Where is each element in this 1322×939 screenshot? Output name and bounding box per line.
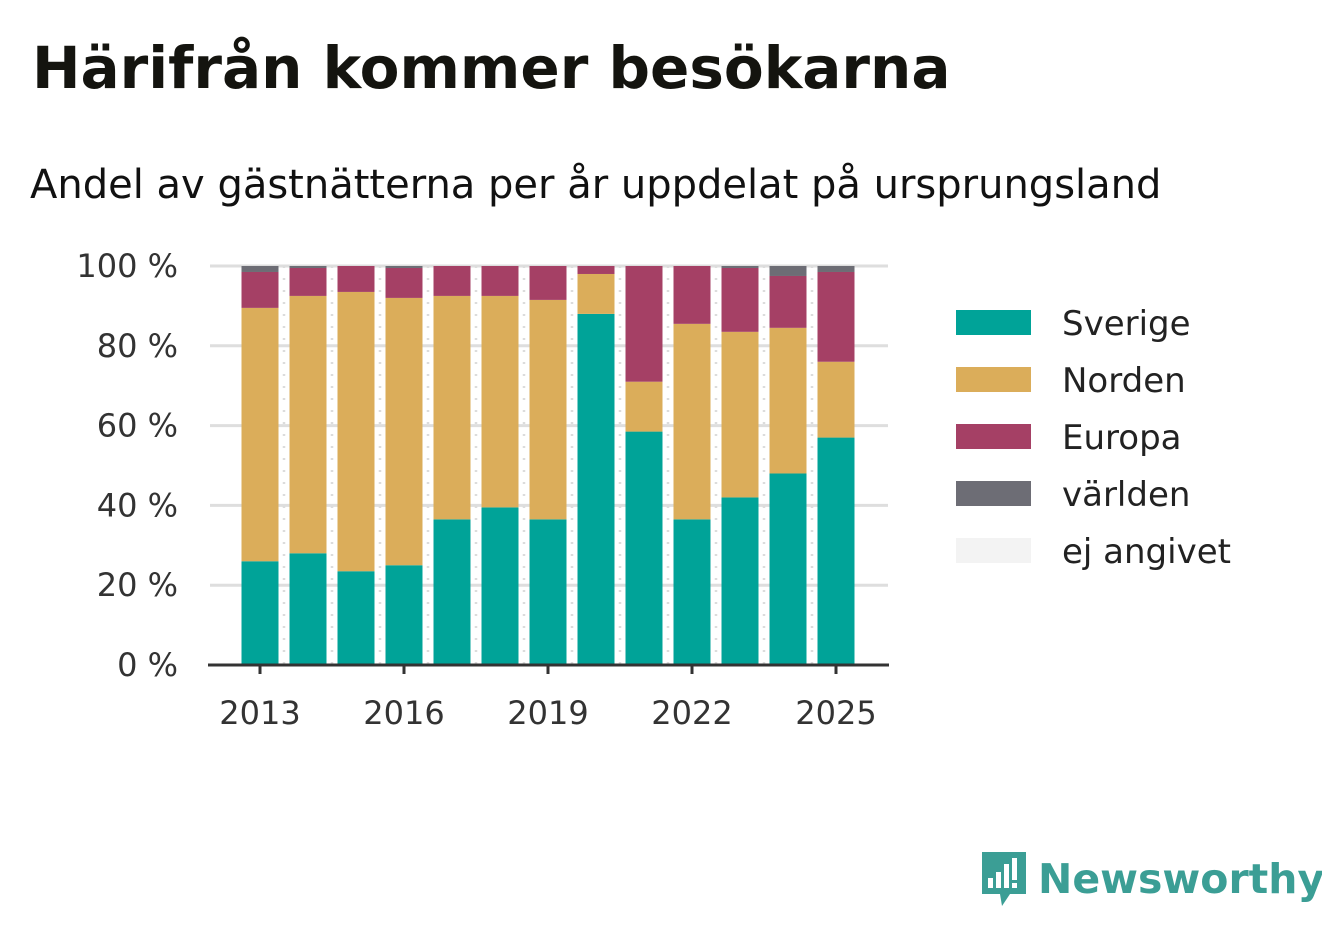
bar-segment-sverige-2023: [721, 497, 759, 665]
bar-segment-europa-2020: [577, 266, 615, 274]
bar-segment-norden-2018: [481, 295, 519, 508]
bar-segment-europa-2021: [625, 266, 663, 382]
y-tick-label: 20 %: [97, 566, 178, 604]
legend-swatch: [956, 310, 1031, 335]
x-tick-label: 2025: [795, 694, 876, 732]
y-tick-label: 60 %: [97, 407, 178, 445]
bar-segment-världen-2024: [769, 266, 807, 276]
bar-segment-norden-2019: [529, 299, 567, 520]
x-tick-label: 2013: [219, 694, 300, 732]
bar-segment-sverige-2019: [529, 519, 567, 665]
bar-segment-norden-2013: [241, 307, 279, 562]
legend-swatch: [956, 367, 1031, 392]
bar-segment-europa-2022: [673, 266, 711, 324]
bar-segment-europa-2013: [241, 271, 279, 308]
legend-label: Europa: [1062, 418, 1181, 458]
bar-segment-sverige-2018: [481, 507, 519, 665]
bar-segment-europa-2025: [817, 271, 855, 362]
legend: Sverige Norden Europa världen ej angivet: [956, 304, 1231, 572]
legend-swatch: [956, 424, 1031, 449]
bar-segment-norden-2025: [817, 361, 855, 438]
legend-label: Sverige: [1062, 304, 1191, 344]
newsworthy-bar-chart-logo-icon: [982, 852, 1026, 906]
bar-segment-sverige-2017: [433, 519, 471, 665]
brand-logo: Newsworthy: [980, 850, 1322, 908]
legend-swatch: [956, 481, 1031, 506]
legend-label: världen: [1062, 475, 1190, 515]
bar-segment-europa-2014: [289, 267, 327, 296]
x-tick-label: 2022: [651, 694, 732, 732]
bar-segment-europa-2024: [769, 275, 807, 328]
chart-title: Härifrån kommer besökarna: [32, 34, 951, 102]
bar-segment-norden-2021: [625, 381, 663, 432]
bar-segment-världen-2023: [721, 266, 759, 268]
bar-segment-sverige-2016: [385, 565, 423, 665]
brand-name: Newsworthy: [1038, 855, 1322, 903]
bar-segment-sverige-2020: [577, 313, 615, 665]
bars: [241, 266, 855, 665]
y-tick-label: 0 %: [117, 646, 178, 684]
bar-segment-norden-2020: [577, 273, 615, 314]
bar-segment-europa-2018: [481, 266, 519, 296]
bar-segment-sverige-2015: [337, 571, 375, 665]
bar-segment-norden-2016: [385, 297, 423, 566]
legend-swatch: [956, 538, 1031, 563]
legend-label: ej angivet: [1062, 532, 1231, 572]
chart-subtitle: Andel av gästnätterna per år uppdelat på…: [30, 162, 1162, 208]
axes: 0 % 20 % 40 % 60 % 80 % 100 % 2013 2016 2019 2022…: [76, 247, 889, 732]
bar-segment-sverige-2022: [673, 519, 711, 665]
y-tick-label: 80 %: [97, 327, 178, 365]
bar-segment-norden-2017: [433, 295, 471, 520]
x-tick-label: 2016: [363, 694, 444, 732]
bar-segment-norden-2024: [769, 327, 807, 474]
bar-segment-europa-2015: [337, 266, 375, 292]
y-tick-label: 100 %: [76, 247, 178, 285]
bar-segment-sverige-2014: [289, 553, 327, 665]
x-tick-label: 2019: [507, 694, 588, 732]
y-tick-label: 40 %: [97, 486, 178, 524]
bar-segment-norden-2015: [337, 291, 375, 572]
bar-segment-europa-2017: [433, 266, 471, 296]
bar-segment-världen-2016: [385, 266, 423, 268]
bar-segment-europa-2016: [385, 267, 423, 298]
legend-label: Norden: [1062, 361, 1186, 401]
bar-segment-sverige-2013: [241, 561, 279, 665]
bar-segment-norden-2014: [289, 295, 327, 554]
bar-segment-norden-2022: [673, 323, 711, 520]
bar-segment-sverige-2025: [817, 437, 855, 665]
bar-segment-europa-2023: [721, 267, 759, 332]
bar-segment-europa-2019: [529, 266, 567, 300]
bar-segment-världen-2025: [817, 266, 855, 272]
bar-segment-världen-2013: [241, 266, 279, 272]
bar-segment-sverige-2021: [625, 431, 663, 665]
bar-segment-världen-2014: [289, 266, 327, 268]
bar-segment-norden-2023: [721, 331, 759, 498]
bar-segment-sverige-2024: [769, 473, 807, 665]
